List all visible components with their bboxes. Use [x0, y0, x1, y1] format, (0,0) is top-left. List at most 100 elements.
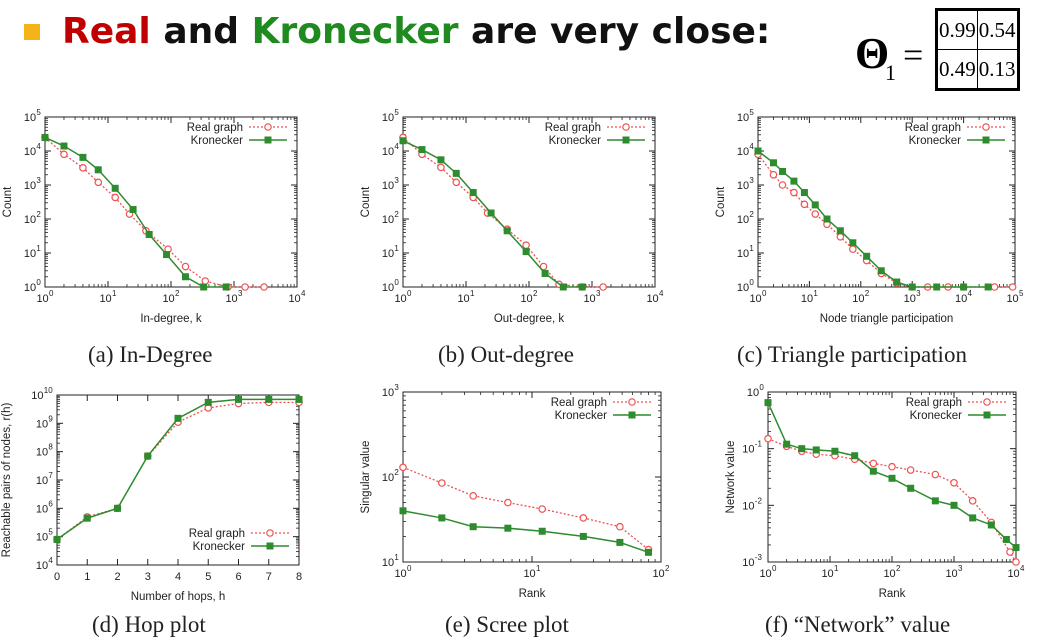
y-tick-label-exponent: 1: [394, 244, 399, 253]
legend-label: Real graph: [551, 397, 607, 409]
y-tick-label-exponent: 2: [36, 210, 41, 219]
series-line-real-graph: [757, 153, 1013, 288]
x-tick-label: 10 2: [162, 289, 180, 305]
y-tick-label-exponent: 4: [749, 142, 754, 151]
data-point-real-graph: [438, 479, 446, 487]
data-point-kronecker: [851, 452, 859, 460]
data-point-kronecker: [265, 395, 273, 403]
matrix-cell: 0.49: [936, 49, 978, 90]
data-point-kronecker: [144, 452, 152, 460]
y-tick-label-base: 10: [24, 214, 36, 226]
y-tick-label-base: 10: [31, 390, 43, 402]
theta-symbol: Θ: [855, 29, 890, 78]
y-tick-label-exponent: 5: [394, 108, 399, 117]
y-tick-label-exponent: 3: [749, 176, 754, 185]
data-point-real-graph: [399, 463, 407, 472]
x-axis-label: Node triangle participation: [820, 313, 954, 325]
y-tick-label-base: 10: [36, 475, 48, 487]
series-line-real-graph: [56, 401, 299, 540]
y-tick-label-base: 10: [737, 248, 749, 260]
y-tick-label: 10 5: [382, 108, 400, 124]
x-axis-label: Rank: [879, 588, 906, 600]
y-tick-label-base: 10: [36, 418, 48, 430]
x-tick-label-exponent: 0: [407, 289, 412, 298]
legend-label: Real graph: [906, 397, 962, 409]
x-tick-label: 10 0: [394, 564, 412, 580]
data-point-real-graph: [241, 283, 249, 291]
data-point-real-graph: [1006, 548, 1014, 556]
data-point-real-graph: [201, 277, 210, 285]
y-tick-label-exponent: 0: [749, 278, 754, 287]
x-tick-label: 10 3: [583, 289, 601, 305]
y-tick-label-base: 10: [742, 557, 754, 569]
data-point-kronecker: [764, 399, 772, 407]
y-tick-label-exponent: 2: [394, 468, 399, 477]
data-point-kronecker: [418, 146, 426, 154]
data-point-kronecker: [579, 532, 587, 540]
plot-frame: [402, 116, 656, 288]
data-point-kronecker: [522, 248, 530, 256]
y-tick-label: 10 6: [36, 499, 54, 515]
data-point-kronecker: [908, 283, 916, 291]
x-tick-label-exponent: 3: [958, 564, 963, 573]
data-point-kronecker: [811, 201, 819, 209]
x-tick-label: 1: [84, 571, 90, 583]
y-tick-label-exponent: 5: [48, 528, 53, 537]
x-tick-label: 10 4: [1007, 564, 1024, 580]
data-point-kronecker: [452, 169, 460, 177]
y-tick-label: 10 4: [36, 556, 54, 572]
x-tick-label-exponent: 0: [407, 564, 412, 573]
y-axis-label: Reachable pairs of nodes, r(h): [1, 402, 13, 557]
x-tick-label-exponent: 2: [665, 564, 670, 573]
x-tick-label-text: 4: [175, 571, 181, 583]
y-tick-label-exponent: 0: [36, 278, 41, 287]
legend-marker: [628, 398, 636, 406]
x-tick-label-text: 1: [84, 571, 90, 583]
y-axis-label: Singular value: [360, 441, 372, 514]
x-tick-label-base: 10: [955, 293, 967, 305]
data-point-kronecker: [111, 184, 119, 192]
x-tick-label-base: 10: [1007, 568, 1019, 580]
y-tick-label-base: 10: [24, 180, 36, 192]
initiator-matrix: 0.99 0.54 0.49 0.13: [935, 8, 1020, 91]
y-tick-label-base: 10: [747, 387, 759, 399]
data-point-kronecker: [1002, 535, 1010, 543]
x-tick-label-base: 10: [457, 293, 469, 305]
x-tick-label: 5: [205, 571, 211, 583]
data-point-real-graph: [111, 193, 119, 202]
series-line-real-graph: [402, 466, 649, 551]
x-tick-label-exponent: 1: [112, 289, 117, 298]
x-tick-label-exponent: 2: [533, 289, 538, 298]
legend-marker: [266, 542, 274, 550]
y-tick-label: 10 10: [31, 386, 53, 402]
y-tick-label: 10 -2: [742, 496, 762, 512]
data-point-kronecker: [222, 283, 230, 291]
data-point-kronecker: [644, 548, 652, 556]
y-tick-label-exponent: -2: [755, 496, 763, 505]
data-point-real-graph: [539, 262, 548, 271]
y-tick-label: 10 5: [24, 108, 42, 124]
data-point-kronecker: [798, 445, 806, 453]
x-tick-label-base: 10: [904, 293, 916, 305]
y-tick-label: 10 2: [24, 210, 42, 226]
y-tick-label-exponent: 0: [394, 278, 399, 287]
x-tick-label-exponent: 4: [659, 289, 664, 298]
series-line-real-graph: [767, 438, 1017, 563]
y-axis-label: Network value: [725, 441, 737, 514]
y-tick-label: 10 5: [737, 108, 755, 124]
x-tick-label: 10 1: [801, 289, 819, 305]
x-tick-label: 10 3: [945, 564, 963, 580]
legend-marker: [622, 123, 630, 131]
x-tick-label-exponent: 3: [596, 289, 601, 298]
caption-scree-plot: (e) Scree plot: [445, 612, 569, 637]
data-point-real-graph: [579, 514, 588, 522]
y-tick-label-exponent: -3: [755, 553, 763, 562]
data-point-real-graph: [504, 498, 512, 507]
y-tick-label-base: 10: [737, 214, 749, 226]
x-tick-label: 10 4: [646, 289, 664, 305]
x-tick-label-exponent: 5: [1019, 289, 1024, 298]
x-tick-label: 8: [296, 571, 302, 583]
y-tick-label-exponent: 2: [394, 210, 399, 219]
data-point-real-graph: [849, 245, 857, 253]
